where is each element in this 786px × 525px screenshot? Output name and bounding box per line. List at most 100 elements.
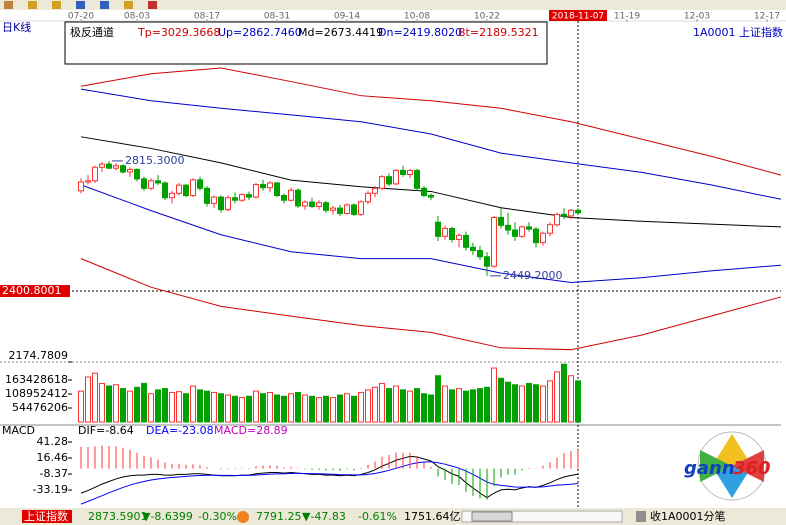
candle-body	[316, 202, 322, 208]
candle-body	[309, 201, 315, 208]
candle-body	[435, 221, 441, 237]
candle-body	[533, 228, 539, 244]
volume-bar	[197, 389, 203, 423]
volume-bar	[155, 389, 161, 423]
index-price2: 7791.25	[256, 510, 302, 523]
macd-line	[80, 461, 579, 505]
tool-icon[interactable]	[4, 1, 13, 9]
volume-bar	[120, 388, 126, 423]
tool-icon[interactable]	[100, 1, 109, 9]
y-tick-label: -33.19	[33, 483, 68, 496]
volume-bar	[463, 390, 469, 423]
tool-icon[interactable]	[148, 1, 157, 9]
scrollbar[interactable]	[461, 510, 623, 523]
volume-bar	[393, 385, 399, 423]
y-tick-label: 41.28	[37, 435, 69, 448]
volume-bar	[512, 384, 518, 423]
tick-tab[interactable]: 收1A0001分笔	[650, 509, 726, 523]
candle-body	[351, 204, 357, 215]
legend-entry: Up=2862.7460	[218, 26, 302, 39]
volume-bar	[386, 388, 392, 423]
volume-bar	[169, 391, 175, 423]
logo-shape	[712, 434, 752, 466]
volume-bar	[246, 395, 252, 423]
candle-body	[407, 169, 413, 175]
candle-body	[442, 227, 448, 237]
candle-body	[176, 184, 182, 194]
indicator-name: 极反通道	[70, 25, 114, 39]
volume-bar	[470, 389, 476, 423]
volume-bar	[239, 397, 245, 423]
candle-body	[246, 194, 252, 198]
volume-bar	[218, 393, 224, 423]
index-amount: 1751.64亿	[404, 510, 461, 523]
volume-bar	[316, 397, 322, 423]
candle-body	[547, 224, 553, 234]
volume-bar	[344, 393, 350, 423]
volume-bar	[547, 380, 553, 423]
candle-body	[505, 224, 511, 231]
candle-body	[379, 176, 385, 189]
legend-entry: DIF=-8.64	[78, 424, 134, 437]
candle-body	[491, 217, 497, 267]
index-price: 2873.5901	[88, 510, 148, 523]
candle-body	[253, 184, 259, 198]
volume-bar	[190, 385, 196, 423]
candle-body	[169, 192, 175, 199]
date-label: 11-19	[614, 12, 640, 22]
candle-body	[323, 202, 329, 211]
candle-body	[337, 207, 343, 214]
volume-bar	[281, 395, 287, 423]
volume-bar	[183, 393, 189, 423]
date-label: 12-17	[754, 12, 780, 22]
volume-bar	[561, 363, 567, 423]
legend-entry: Md=2673.4419	[298, 26, 383, 39]
candle-body	[561, 213, 567, 217]
volume-bar	[540, 385, 546, 423]
volume-bar	[309, 395, 315, 423]
tool-icon[interactable]	[28, 1, 37, 9]
volume-bar	[176, 391, 182, 423]
candle-body	[267, 182, 273, 189]
index-change2: ▼-47.83	[302, 510, 346, 523]
index-tab[interactable]	[22, 510, 72, 523]
indicator-box	[64, 21, 548, 65]
volume-bar	[428, 394, 434, 423]
candle-body	[197, 179, 203, 189]
tool-icon[interactable]	[52, 1, 61, 9]
volume-bar	[435, 375, 441, 423]
volume-bar	[330, 397, 336, 423]
price-line-label: 2400.8001	[2, 284, 62, 297]
symbol: 1A0001 上证指数	[693, 25, 783, 39]
candle-body	[288, 189, 294, 201]
candle-body	[295, 189, 301, 207]
candle-body	[498, 217, 504, 226]
date-label: 08-31	[264, 12, 290, 22]
scroll-thumb[interactable]	[471, 511, 513, 522]
logo-shape	[712, 466, 752, 498]
candle-body	[155, 180, 161, 184]
tool-icon[interactable]	[124, 1, 133, 9]
volume-bar	[106, 385, 112, 423]
volume-bar	[519, 385, 525, 423]
volume-bar	[442, 385, 448, 423]
index-name: 上证指数	[24, 509, 68, 523]
volume-bar	[253, 390, 259, 423]
candle-body	[190, 179, 196, 197]
candle-body	[162, 182, 168, 199]
volume-bar	[358, 391, 364, 423]
volume-bar	[204, 390, 210, 423]
candle-body	[414, 169, 420, 189]
y-tick-label: 163428618	[5, 373, 68, 386]
candle-body	[358, 201, 364, 215]
candle-body	[99, 163, 105, 168]
candle-body	[400, 169, 406, 175]
tool-icon[interactable]	[76, 1, 85, 9]
legend-entry: Tp=3029.3668	[137, 26, 220, 39]
candle-body	[260, 184, 266, 189]
logo-shape	[732, 450, 764, 482]
volume-bar	[323, 395, 329, 423]
candle-body	[85, 180, 91, 183]
volume-bar	[288, 393, 294, 423]
